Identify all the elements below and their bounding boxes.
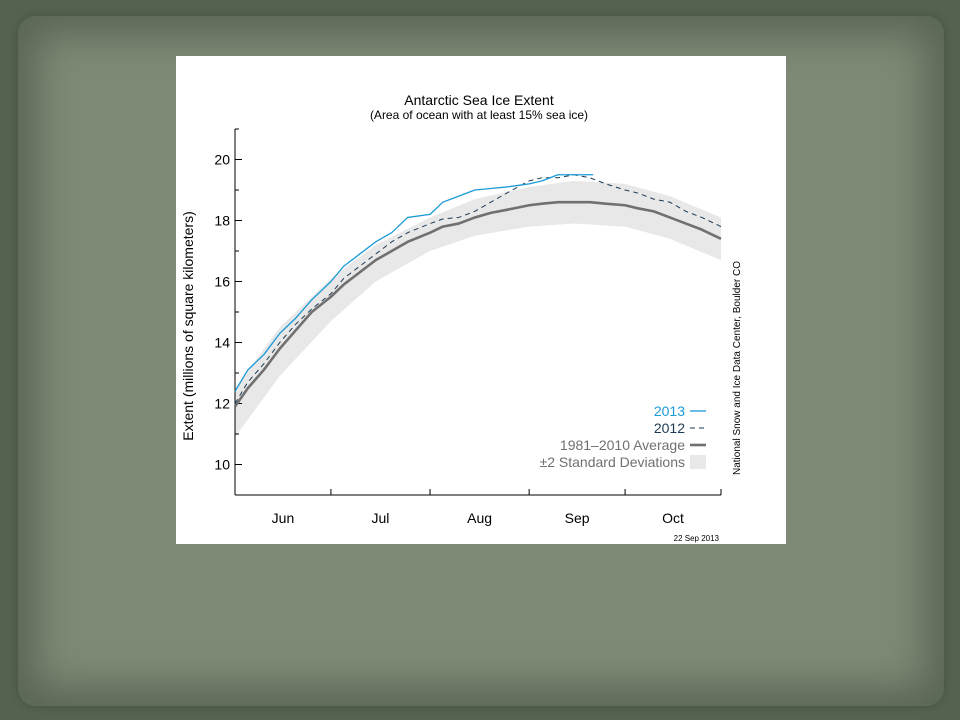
chart-title: Antarctic Sea Ice Extent	[404, 92, 554, 108]
x-tick-label: Oct	[662, 510, 684, 526]
y-tick-label: 16	[214, 274, 230, 290]
series-2013-line	[234, 174, 594, 392]
y-tick-label: 20	[214, 152, 230, 168]
chart-svg: Antarctic Sea Ice Extent (Area of ocean …	[180, 92, 743, 543]
legend-label: 2013	[654, 403, 685, 419]
y-tick-label: 18	[214, 213, 230, 229]
x-tick-label: Aug	[467, 510, 492, 526]
y-axis-label: Extent (millions of square kilometers)	[180, 211, 196, 441]
x-tick-label: Jul	[372, 510, 390, 526]
std-dev-band	[235, 180, 721, 438]
chart-subtitle: (Area of ocean with at least 15% sea ice…	[370, 108, 588, 122]
legend-label: 1981–2010 Average	[560, 437, 685, 453]
y-tick-label: 14	[214, 335, 230, 351]
series-2012-line	[234, 174, 722, 404]
chart-figure: Antarctic Sea Ice Extent (Area of ocean …	[176, 56, 786, 544]
source-label: National Snow and Ice Data Center, Bould…	[732, 261, 743, 475]
legend-band-swatch	[690, 455, 706, 469]
y-tick-label: 12	[214, 396, 230, 412]
legend-label: ±2 Standard Deviations	[540, 454, 685, 470]
y-tick-label: 10	[214, 457, 230, 473]
x-tick-label: Sep	[565, 510, 590, 526]
x-tick-label: Jun	[272, 510, 295, 526]
series-average-line	[233, 200, 722, 408]
legend-label: 2012	[654, 420, 685, 436]
date-label: 22 Sep 2013	[674, 534, 720, 543]
